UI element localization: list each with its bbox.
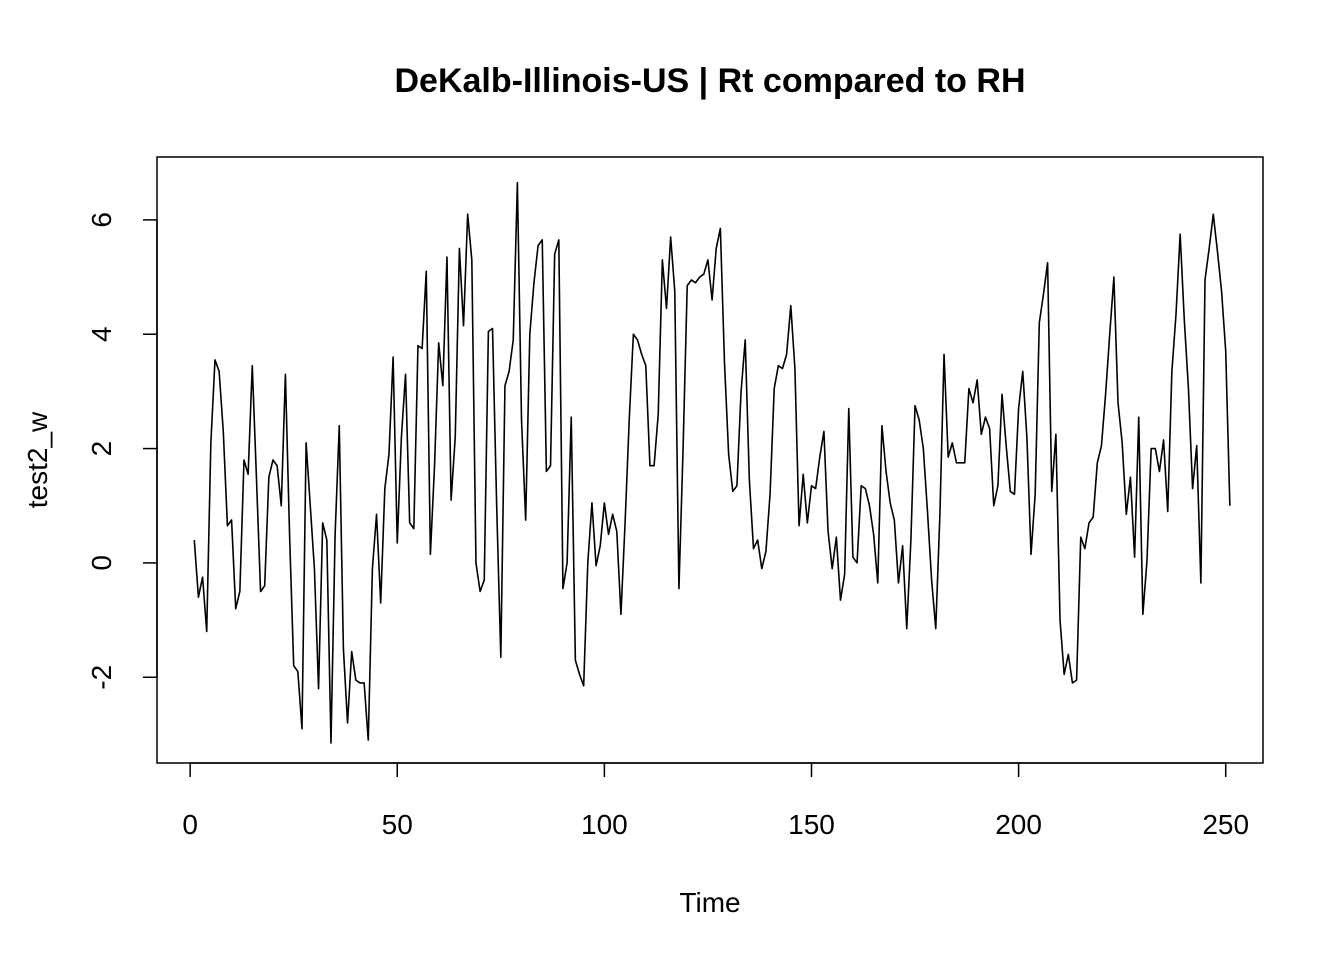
x-axis: 0 50 100 150 200 250	[182, 762, 1249, 840]
chart-title: DeKalb-Illinois-US | Rt compared to RH	[394, 62, 1025, 100]
x-axis-label: Time	[679, 887, 740, 918]
x-tick-label: 200	[995, 809, 1042, 840]
x-tick-label: 0	[182, 809, 198, 840]
series-line	[193, 181, 1231, 744]
y-tick-label: 6	[86, 212, 117, 228]
y-tick-label: 4	[86, 326, 117, 342]
x-tick-label: 250	[1202, 809, 1249, 840]
y-tick-label: 2	[86, 441, 117, 457]
plot-frame	[156, 156, 1264, 764]
y-axis-label: test2_w	[22, 411, 53, 508]
x-tick-label: 50	[382, 809, 413, 840]
y-tick-label: 0	[86, 555, 117, 571]
x-tick-label: 100	[581, 809, 628, 840]
y-tick-label: -2	[86, 665, 117, 690]
x-tick-label: 150	[788, 809, 835, 840]
y-axis: -2 0 2 4 6	[86, 212, 158, 690]
